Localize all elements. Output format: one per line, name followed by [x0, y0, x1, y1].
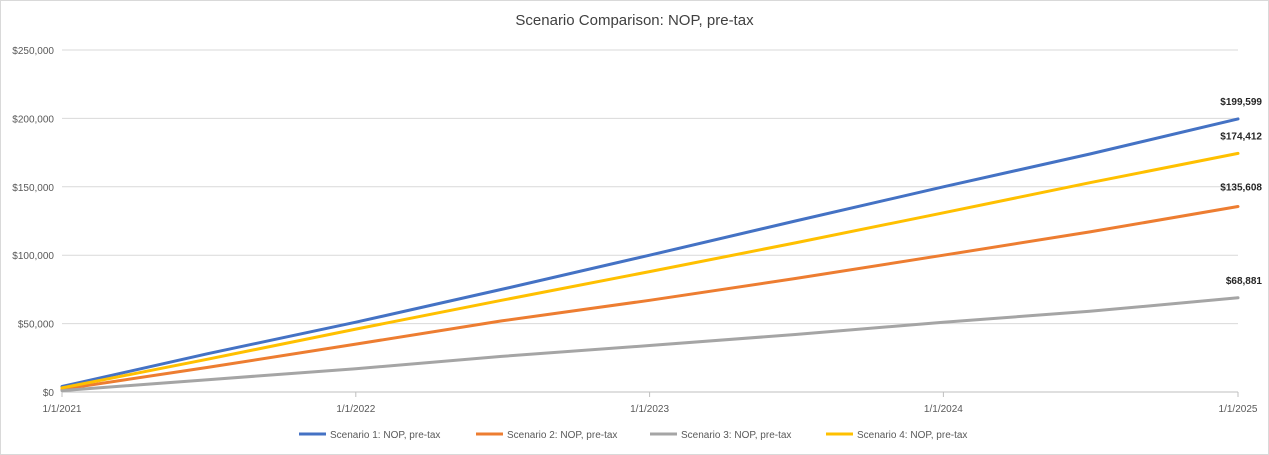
y-tick-label: $200,000 [12, 114, 54, 125]
legend-label-2: Scenario 2: NOP, pre-tax [507, 430, 617, 441]
x-tick-label: 1/1/2024 [924, 404, 963, 415]
legend-label-1: Scenario 1: NOP, pre-tax [330, 430, 440, 441]
chart-title: Scenario Comparison: NOP, pre-tax [515, 12, 754, 29]
legend-label-3: Scenario 3: NOP, pre-tax [681, 430, 791, 441]
data-label-1: $199,599 [1220, 97, 1262, 108]
x-tick-label: 1/1/2023 [630, 404, 669, 415]
y-tick-label: $100,000 [12, 251, 54, 262]
legend-label-4: Scenario 4: NOP, pre-tax [857, 430, 967, 441]
y-tick-label: $50,000 [18, 320, 55, 331]
data-label-3: $68,881 [1226, 276, 1263, 287]
x-tick-label: 1/1/2021 [43, 404, 82, 415]
series-line-4 [60, 151, 1240, 390]
data-label-4: $174,412 [1220, 131, 1262, 142]
y-tick-label: $250,000 [12, 46, 54, 57]
series-line-3 [60, 296, 1240, 393]
y-tick-label: $150,000 [12, 183, 54, 194]
x-tick-label: 1/1/2022 [336, 404, 375, 415]
y-tick-label: $0 [43, 388, 55, 399]
series-line-1 [60, 117, 1240, 388]
series-line-2 [60, 205, 1240, 391]
x-tick-label: 1/1/2025 [1219, 404, 1258, 415]
data-label-2: $135,608 [1220, 182, 1262, 193]
